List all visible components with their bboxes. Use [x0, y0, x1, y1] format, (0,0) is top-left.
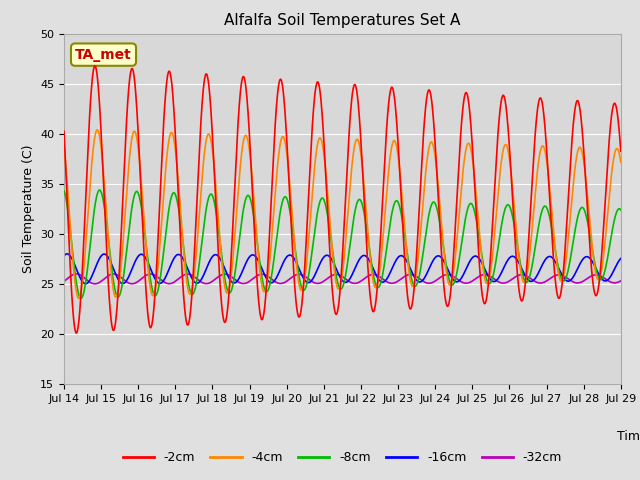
Title: Alfalfa Soil Temperatures Set A: Alfalfa Soil Temperatures Set A: [224, 13, 461, 28]
X-axis label: Time: Time: [616, 430, 640, 443]
Text: TA_met: TA_met: [75, 48, 132, 61]
Y-axis label: Soil Temperature (C): Soil Temperature (C): [22, 144, 35, 273]
Legend: -2cm, -4cm, -8cm, -16cm, -32cm: -2cm, -4cm, -8cm, -16cm, -32cm: [118, 446, 567, 469]
